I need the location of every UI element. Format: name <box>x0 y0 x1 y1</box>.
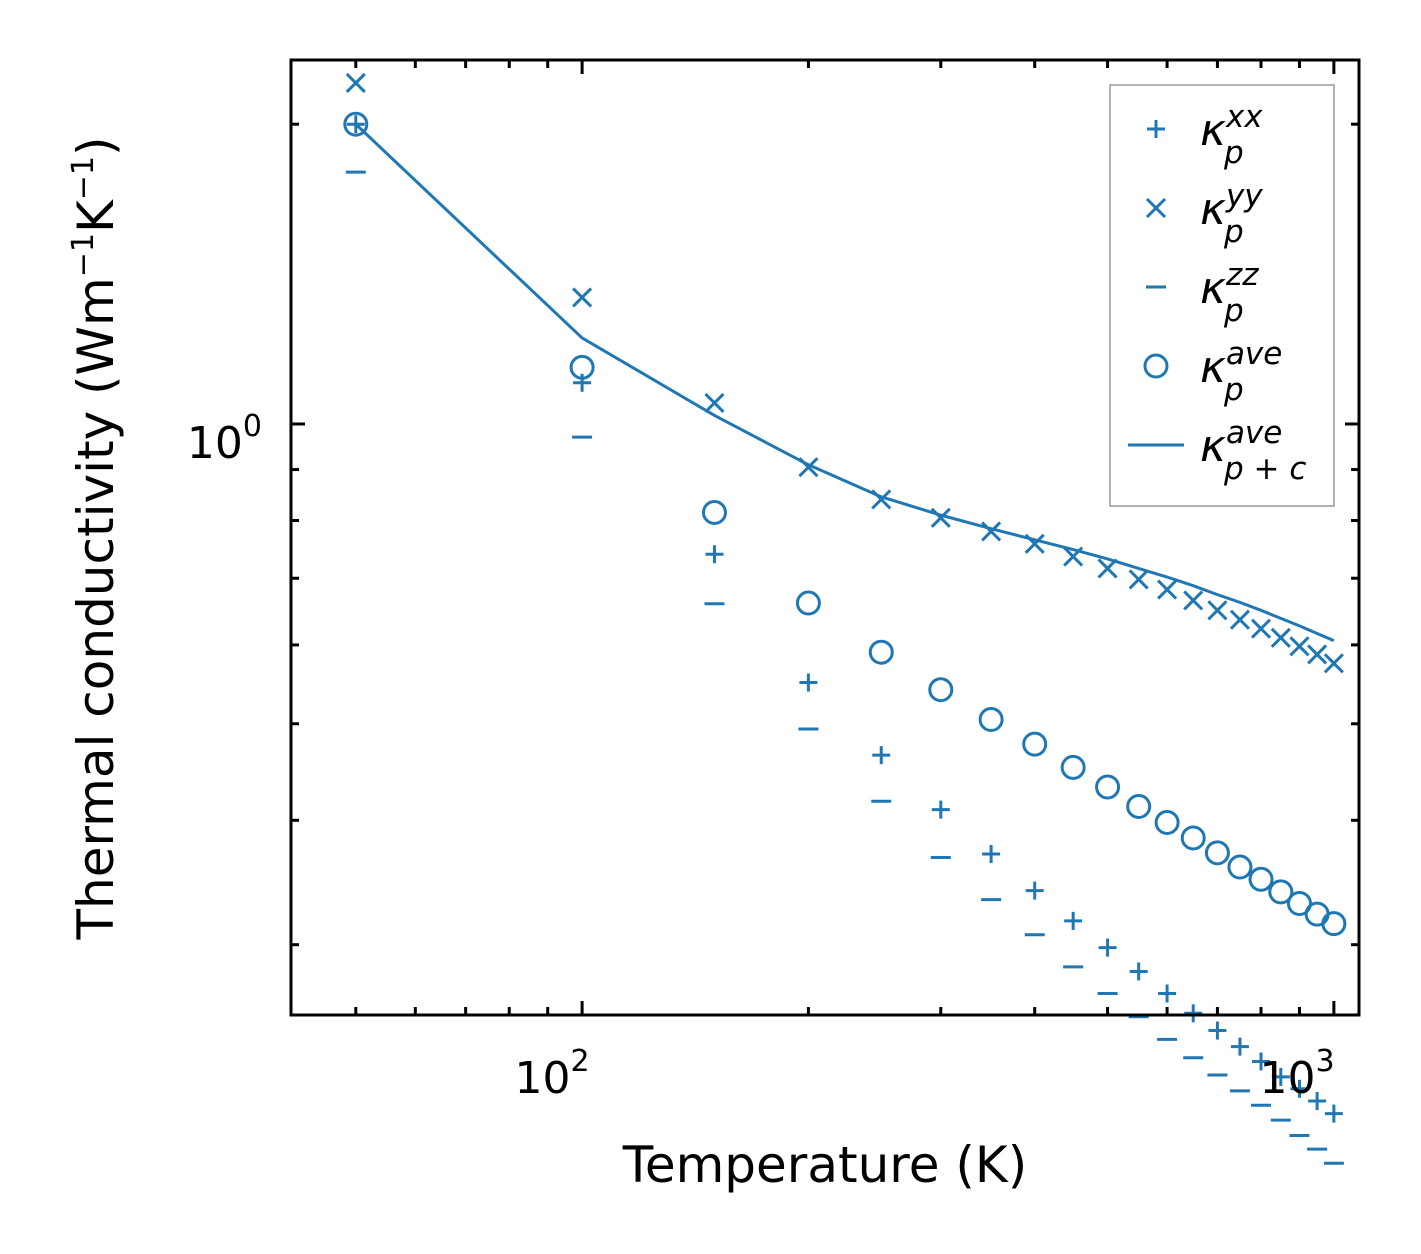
point-yy-550 <box>1128 569 1149 590</box>
legend-markers <box>1128 120 1184 447</box>
legend-marker-yy-b <box>1145 197 1167 219</box>
point-ave-950 <box>1304 901 1330 927</box>
point-xx-400 <box>1025 881 1044 900</box>
point-xx-600 <box>1158 984 1177 1003</box>
point-ave-550 <box>1126 793 1152 819</box>
y-tick-label-1: 100 <box>187 409 262 469</box>
point-xx-550 <box>1129 962 1148 981</box>
series-line-ave <box>354 123 1335 642</box>
point-yy-800 <box>1250 618 1272 639</box>
x-tick-label-1000: 103 <box>1259 1044 1334 1104</box>
x-tick-label-100: 102 <box>514 1044 589 1104</box>
point-xx-350 <box>982 845 1001 864</box>
point-xx-1000 <box>1324 1104 1343 1123</box>
point-ave-250 <box>868 639 894 665</box>
y-axis-title: Thermal conductivity (Wm−1K−1) <box>66 137 125 941</box>
data-marks <box>343 72 1347 1165</box>
point-yy-950 <box>1307 644 1328 665</box>
point-ave-50 <box>343 111 369 137</box>
point-ave-500 <box>1095 774 1121 800</box>
point-xx-950 <box>1308 1092 1327 1111</box>
legend-label-yy: κyy p <box>1200 178 1263 250</box>
point-yy-900 <box>1289 636 1310 657</box>
point-ave-750 <box>1227 854 1253 880</box>
point-ave-1000 <box>1321 911 1347 937</box>
point-ave-650 <box>1180 825 1206 851</box>
point-yy-550-b <box>1128 569 1149 590</box>
legend-label-ave: κave p <box>1200 336 1282 408</box>
point-ave-200 <box>795 590 821 616</box>
point-xx-200 <box>799 673 818 692</box>
point-ave-300 <box>928 677 954 703</box>
point-yy-400-b <box>1024 533 1045 554</box>
point-yy-300-b <box>930 507 951 528</box>
point-ave-800 <box>1248 866 1274 892</box>
point-ave-350 <box>978 706 1004 732</box>
point-yy-250-b <box>871 489 892 510</box>
point-xx-100 <box>573 373 592 392</box>
point-yy-700-b <box>1207 600 1228 621</box>
point-yy-350-b <box>981 521 1002 542</box>
point-xx-700 <box>1208 1021 1227 1040</box>
point-ave-900 <box>1286 890 1312 916</box>
legend-marker-ave <box>1143 353 1169 379</box>
point-xx-300 <box>931 800 950 819</box>
point-xx-150 <box>705 545 724 564</box>
point-yy-750-b <box>1229 609 1251 630</box>
point-yy-650 <box>1183 590 1204 611</box>
point-yy-100-b <box>572 287 593 308</box>
point-xx-850 <box>1271 1067 1290 1086</box>
point-xx-650 <box>1184 1004 1203 1023</box>
point-yy-1000-b <box>1323 653 1344 674</box>
legend-label-ave-pc: κave p + c <box>1200 415 1306 487</box>
point-ave-400 <box>1022 731 1048 757</box>
point-xx-750 <box>1230 1037 1249 1056</box>
point-xx-450 <box>1064 911 1083 930</box>
point-xx-900 <box>1290 1079 1309 1098</box>
point-yy-350 <box>981 521 1002 542</box>
point-yy-850 <box>1270 627 1291 648</box>
point-ave-850 <box>1268 879 1294 905</box>
legend-label-xx: κxx p <box>1200 99 1263 171</box>
point-yy-750 <box>1229 609 1251 630</box>
point-yy-800-b <box>1250 618 1272 639</box>
point-xx-500 <box>1098 938 1117 957</box>
point-ave-600 <box>1154 809 1180 835</box>
point-yy-500 <box>1097 558 1118 579</box>
point-yy-100 <box>572 287 593 308</box>
legend-marker-xx <box>1147 120 1165 138</box>
point-yy-50-b <box>345 72 366 94</box>
point-yy-650-b <box>1183 590 1204 611</box>
legend-frame <box>1109 84 1335 507</box>
point-yy-950-b <box>1307 644 1328 665</box>
point-yy-850-b <box>1270 627 1291 648</box>
point-yy-600-b <box>1157 579 1178 600</box>
point-xx-800 <box>1252 1052 1271 1071</box>
point-yy-150-b <box>704 392 725 413</box>
point-yy-600 <box>1157 579 1178 600</box>
legend-marker-yy <box>1145 197 1167 219</box>
point-yy-50 <box>345 72 366 94</box>
point-ave-450 <box>1060 754 1086 780</box>
point-ave-150 <box>701 499 727 525</box>
x-axis-title: Temperature (K) <box>622 1136 1027 1194</box>
point-yy-700 <box>1207 600 1228 621</box>
point-yy-1000 <box>1323 653 1344 674</box>
point-yy-150 <box>704 392 725 413</box>
plot-frame <box>289 58 1361 1017</box>
point-ave-100 <box>569 354 595 380</box>
legend-label-zz: κzz p <box>1200 257 1259 329</box>
point-xx-250 <box>872 746 891 765</box>
legend: κxx p κyy p κzz p κave p κave p + c <box>1109 84 1335 507</box>
point-yy-500-b <box>1097 558 1118 579</box>
point-yy-200-b <box>798 457 819 478</box>
point-yy-900-b <box>1289 636 1310 657</box>
point-ave-700 <box>1204 840 1230 866</box>
